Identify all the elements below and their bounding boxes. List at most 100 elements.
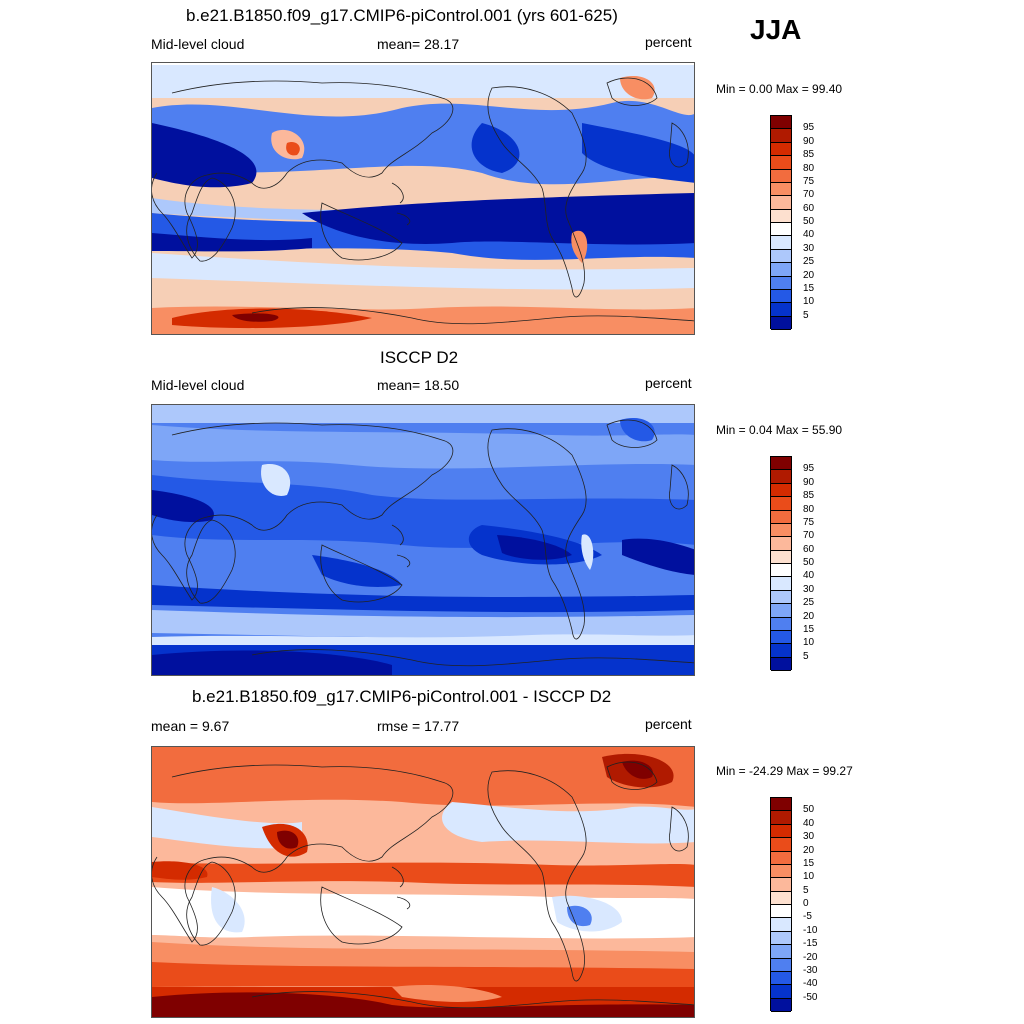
colorbar-tick-label: 10 — [803, 296, 815, 308]
panel3-colorbar — [770, 797, 792, 1012]
colorbar-tick-label: 25 — [803, 256, 815, 268]
colorbar-box — [771, 470, 791, 484]
colorbar-tick-label: 15 — [803, 282, 815, 294]
panel3-map — [151, 746, 695, 1018]
panel3-title: b.e21.B1850.f09_g17.CMIP6-piControl.001 … — [192, 687, 612, 706]
colorbar-box — [771, 223, 791, 237]
colorbar-tick-label: 5 — [803, 650, 809, 662]
colorbar-box — [771, 209, 791, 223]
colorbar-tick-label: 80 — [803, 162, 815, 174]
panel2-minmax: Min = 0.04 Max = 55.90 — [716, 423, 843, 437]
colorbar-box — [771, 316, 791, 330]
colorbar-tick-label: 30 — [803, 583, 815, 595]
colorbar-box — [771, 905, 791, 919]
panel2-colorbar — [770, 456, 792, 671]
colorbar-box — [771, 945, 791, 959]
colorbar-tick-label: 30 — [803, 831, 815, 843]
colorbar-tick-label: 40 — [803, 229, 815, 241]
panel1-title: b.e21.B1850.f09_g17.CMIP6-piControl.001 … — [186, 6, 618, 25]
panel1-minmax: Min = 0.00 Max = 99.40 — [716, 82, 843, 96]
colorbar-box — [771, 931, 791, 946]
panel3-mean-label: mean = 9.67 — [151, 718, 230, 734]
panel1-map — [151, 62, 695, 335]
colorbar-tick-label: 0 — [803, 898, 809, 909]
colorbar-box — [771, 510, 791, 524]
colorbar-box — [771, 577, 791, 591]
colorbar-tick-label: 50 — [803, 804, 815, 816]
colorbar-box — [771, 590, 791, 605]
panel2-map — [151, 404, 695, 676]
panel1-mean-label: mean= 28.17 — [377, 36, 460, 52]
panel2-mean-label: mean= 18.50 — [377, 377, 460, 393]
colorbar-tick-label: -40 — [803, 978, 818, 990]
colorbar-tick-label: 20 — [803, 610, 815, 622]
colorbar-box — [771, 851, 791, 865]
colorbar-tick-label: 60 — [803, 543, 815, 555]
colorbar-box — [771, 998, 791, 1012]
colorbar-box — [771, 985, 791, 999]
colorbar-box — [771, 811, 791, 825]
colorbar-tick-label: 70 — [803, 189, 815, 201]
colorbar-tick-label: 15 — [803, 623, 815, 635]
panel1-units-label: percent — [645, 34, 692, 50]
colorbar-tick-label: 70 — [803, 530, 815, 542]
colorbar-box — [771, 630, 791, 645]
colorbar-box — [771, 289, 791, 304]
colorbar-tick-label: 10 — [803, 871, 815, 883]
colorbar-box — [771, 657, 791, 671]
colorbar-tick-label: 20 — [803, 844, 815, 856]
colorbar-tick-label: 15 — [803, 857, 815, 869]
colorbar-box — [771, 604, 791, 618]
colorbar-box — [771, 303, 791, 317]
colorbar-tick-label: 50 — [803, 216, 815, 227]
colorbar-box — [771, 457, 791, 471]
colorbar-box — [771, 276, 791, 290]
colorbar-tick-label: 5 — [803, 884, 809, 896]
colorbar-box — [771, 918, 791, 932]
colorbar-box — [771, 550, 791, 564]
panel1-variable-label: Mid-level cloud — [151, 36, 245, 52]
panel2-title: ISCCP D2 — [380, 348, 459, 367]
colorbar-box — [771, 564, 791, 578]
panel1-colorbar — [770, 115, 792, 330]
colorbar-box — [771, 129, 791, 143]
colorbar-box — [771, 617, 791, 631]
colorbar-box — [771, 824, 791, 839]
colorbar-box — [771, 497, 791, 511]
colorbar-tick-label: -10 — [803, 924, 818, 936]
colorbar-box — [771, 537, 791, 551]
colorbar-box — [771, 249, 791, 264]
colorbar-tick-label: 10 — [803, 637, 815, 649]
colorbar-tick-label: 40 — [803, 817, 815, 829]
colorbar-tick-label: 25 — [803, 597, 815, 609]
colorbar-box — [771, 196, 791, 210]
colorbar-box — [771, 644, 791, 658]
colorbar-box — [771, 116, 791, 130]
colorbar-tick-label: 75 — [803, 516, 815, 528]
colorbar-tick-label: -5 — [803, 911, 812, 923]
colorbar-box — [771, 838, 791, 852]
colorbar-box — [771, 263, 791, 277]
colorbar-tick-label: 80 — [803, 503, 815, 515]
colorbar-tick-label: 30 — [803, 242, 815, 254]
colorbar-box — [771, 958, 791, 972]
colorbar-box — [771, 156, 791, 170]
panel2-units-label: percent — [645, 375, 692, 391]
colorbar-tick-label: 90 — [803, 476, 815, 488]
colorbar-tick-label: 90 — [803, 135, 815, 147]
colorbar-tick-label: 50 — [803, 557, 815, 568]
colorbar-tick-label: 75 — [803, 175, 815, 187]
colorbar-box — [771, 483, 791, 498]
colorbar-box — [771, 523, 791, 538]
colorbar-box — [771, 142, 791, 157]
colorbar-box — [771, 798, 791, 812]
colorbar-tick-label: 85 — [803, 490, 815, 502]
colorbar-tick-label: 40 — [803, 570, 815, 582]
colorbar-box — [771, 864, 791, 879]
colorbar-tick-label: 20 — [803, 269, 815, 281]
colorbar-tick-label: 60 — [803, 202, 815, 214]
colorbar-tick-label: 85 — [803, 149, 815, 161]
colorbar-box — [771, 891, 791, 905]
colorbar-tick-label: -50 — [803, 991, 818, 1003]
colorbar-box — [771, 971, 791, 986]
